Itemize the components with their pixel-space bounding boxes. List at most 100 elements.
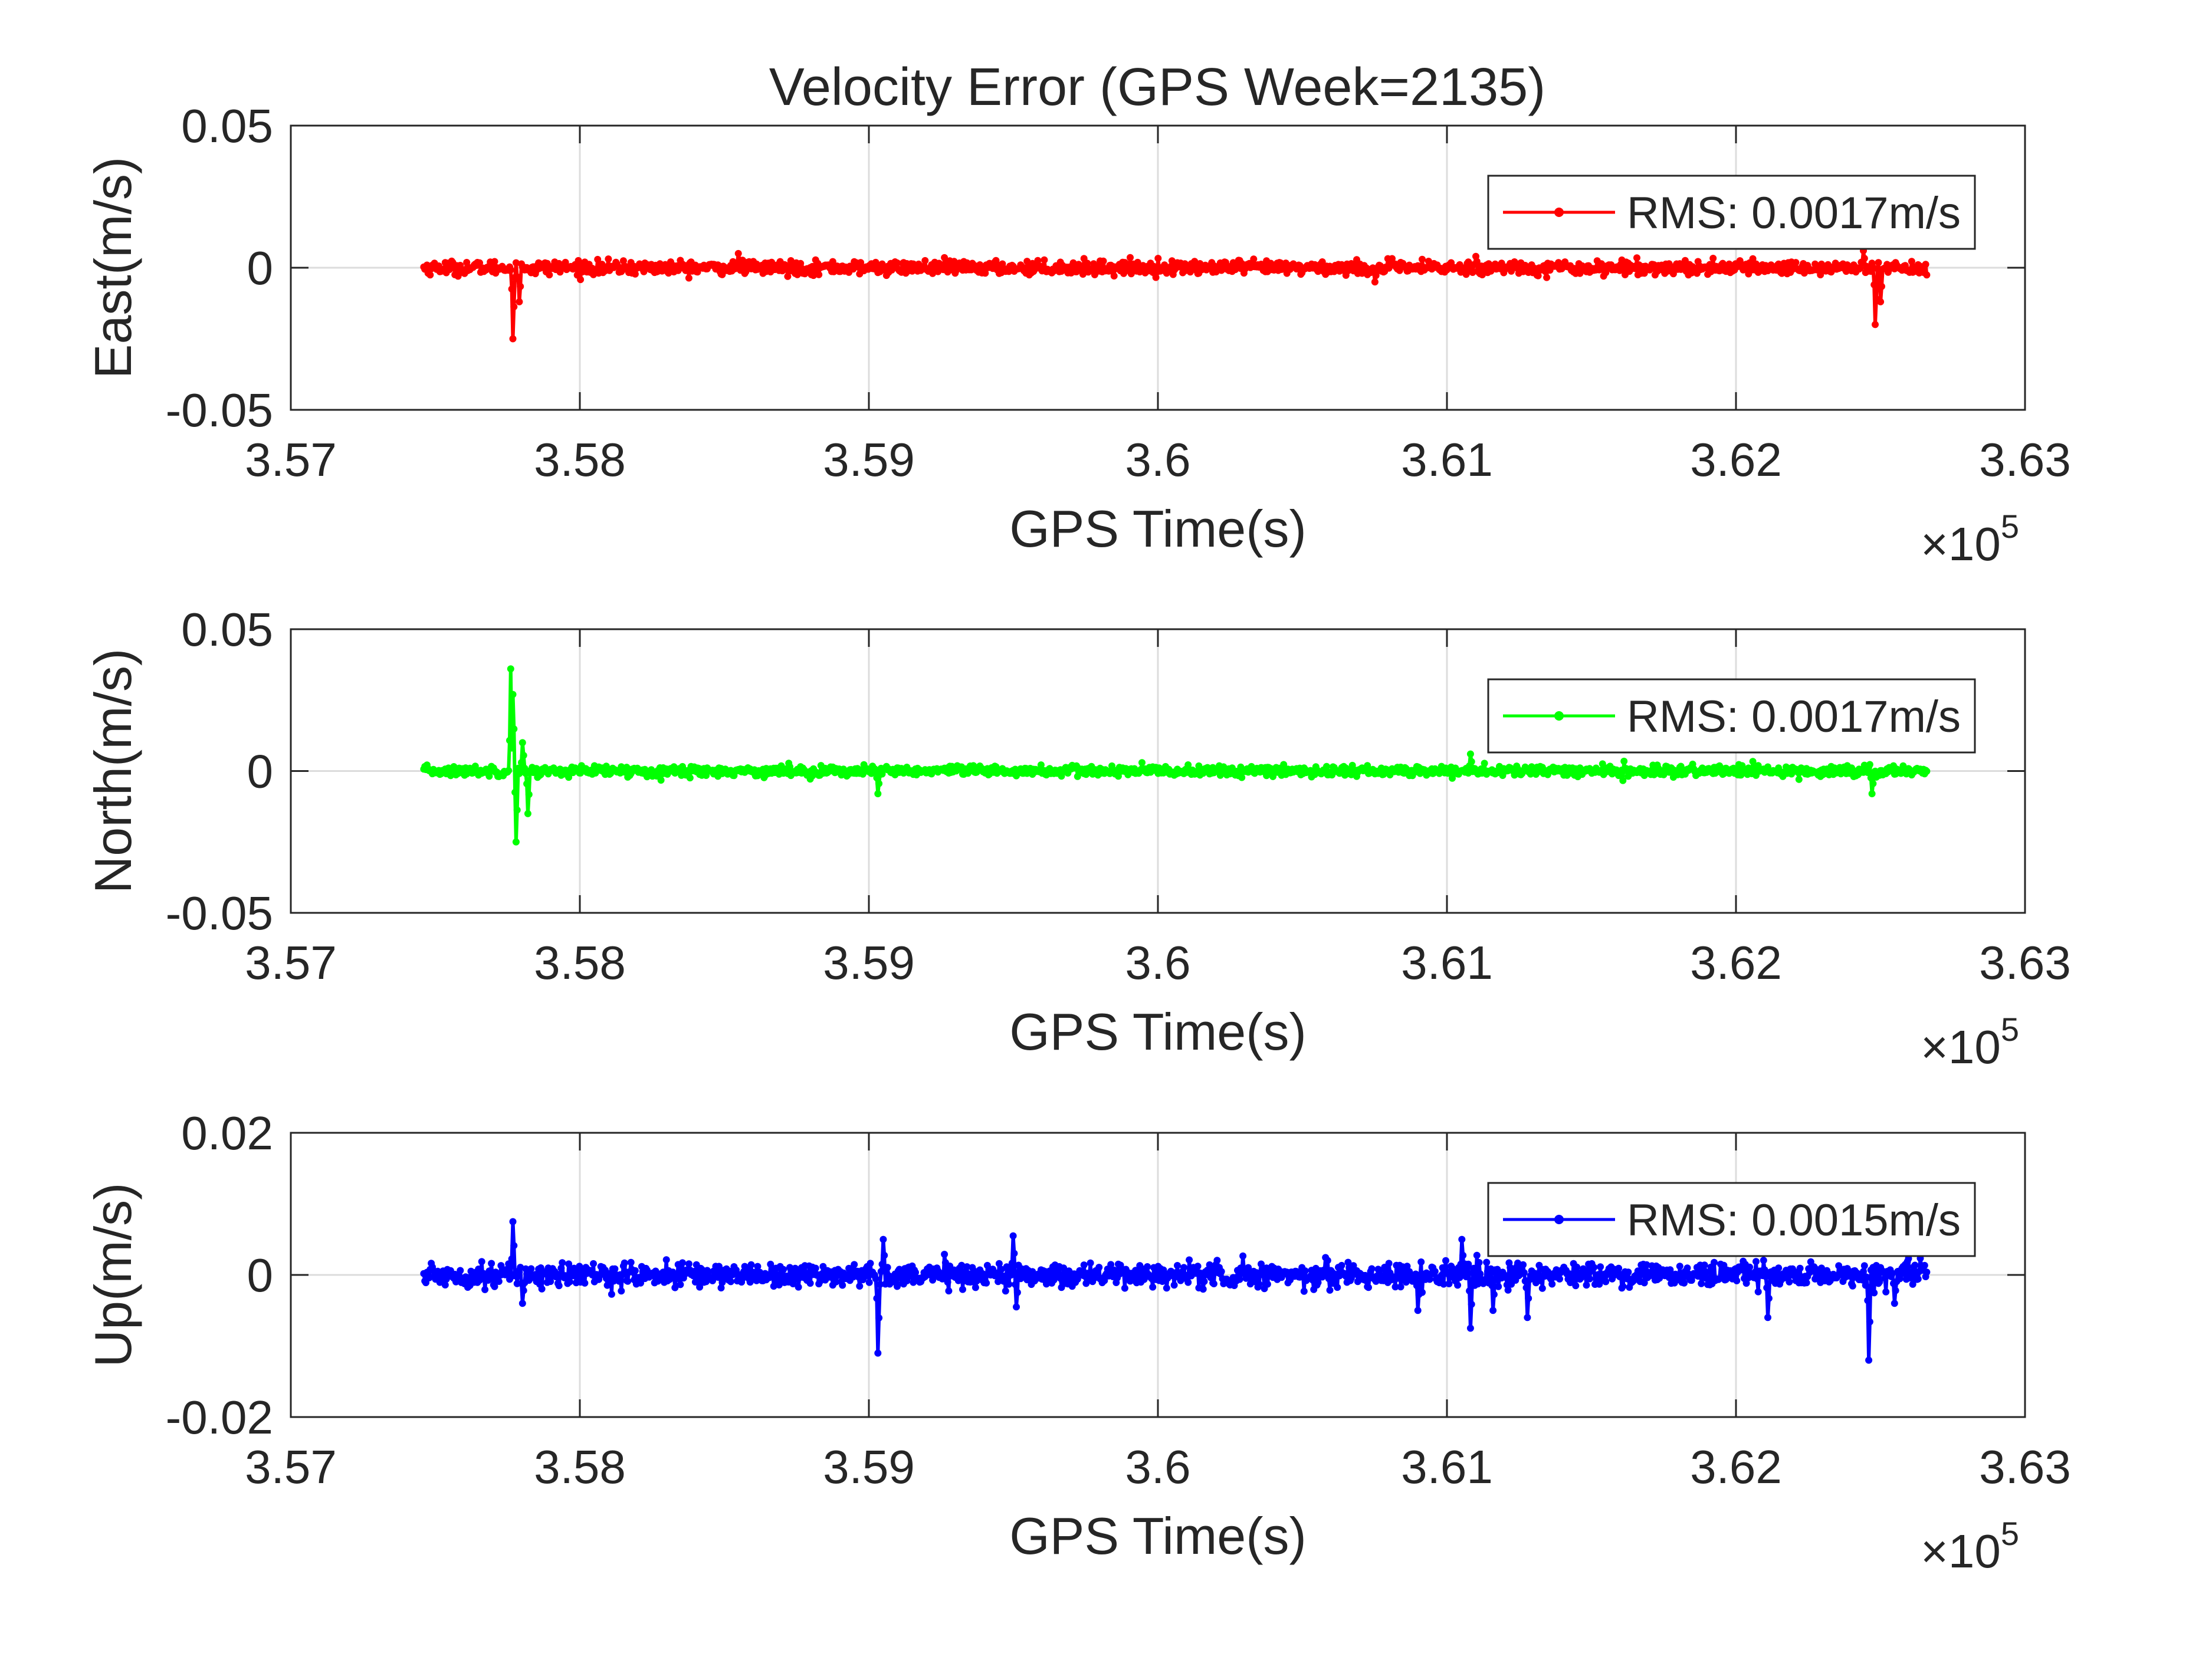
data-point (1385, 1260, 1393, 1267)
data-point (851, 1261, 858, 1268)
data-point (1749, 255, 1757, 262)
data-point (1522, 1284, 1530, 1291)
data-point (513, 806, 521, 814)
x-multiplier-exponent: 5 (2001, 1515, 2019, 1552)
data-point (903, 1277, 911, 1284)
data-point (1619, 1283, 1627, 1290)
data-point (1465, 1260, 1472, 1268)
data-point (929, 269, 937, 277)
x-tick-label: 3.58 (534, 1441, 626, 1493)
x-multiplier-base: ×10 (1921, 1525, 2001, 1577)
data-point (581, 1279, 589, 1287)
data-point (963, 259, 971, 267)
data-point (1005, 1280, 1013, 1288)
data-point (715, 1263, 723, 1270)
data-point (662, 1256, 670, 1264)
data-point (1860, 1268, 1867, 1276)
data-point (1643, 1261, 1650, 1268)
data-point (1698, 1280, 1705, 1287)
x-tick-label: 3.62 (1690, 1441, 1782, 1493)
y-tick-label: 0 (247, 242, 274, 294)
y-tick-label: -0.05 (166, 384, 273, 436)
data-point (1572, 1282, 1580, 1290)
data-point (1445, 1280, 1453, 1287)
data-point (1413, 1282, 1420, 1290)
data-point (1199, 1286, 1207, 1293)
data-point (1866, 761, 1873, 768)
y-tick-label: -0.05 (166, 887, 273, 939)
data-point (1082, 1280, 1090, 1287)
data-point (1152, 274, 1160, 281)
data-point (648, 766, 655, 774)
data-point (1391, 1283, 1399, 1291)
data-point (426, 271, 434, 279)
x-tick-label: 3.59 (823, 936, 915, 989)
data-point (1034, 257, 1042, 264)
data-point (1911, 1261, 1919, 1269)
data-point (795, 1283, 802, 1291)
data-point (631, 270, 639, 278)
data-point (1494, 1265, 1501, 1273)
data-point (1709, 255, 1717, 262)
data-point (1923, 1268, 1931, 1276)
data-point (518, 739, 526, 747)
data-point (485, 1267, 493, 1275)
data-point (1325, 1275, 1333, 1283)
data-point (1849, 1282, 1856, 1290)
data-point (1149, 1283, 1157, 1291)
data-point (1752, 1258, 1760, 1265)
data-point (1207, 1274, 1215, 1281)
data-point (1469, 269, 1476, 276)
data-point (958, 1261, 966, 1269)
data-point (505, 767, 513, 774)
data-point (954, 1277, 962, 1284)
data-point (1365, 1284, 1372, 1291)
data-point (1002, 1287, 1009, 1295)
data-point (1866, 1318, 1873, 1326)
data-point (872, 258, 879, 266)
data-point (1602, 1278, 1610, 1286)
data-point (1620, 757, 1628, 765)
series-markers (420, 665, 1931, 846)
data-point (1324, 1257, 1331, 1264)
data-point (511, 788, 519, 796)
data-point (1372, 1277, 1380, 1285)
data-point (631, 1267, 639, 1274)
data-point (1213, 1257, 1221, 1264)
data-point (941, 254, 949, 261)
x-tick-label: 3.57 (245, 433, 337, 486)
data-point (1473, 1251, 1481, 1259)
x-multiplier: ×105 (1921, 1011, 2019, 1073)
series-1 (420, 1218, 1931, 1364)
data-point (1795, 775, 1803, 783)
data-point (1417, 1258, 1425, 1265)
data-point (1323, 762, 1330, 770)
data-point (512, 838, 520, 846)
data-point (839, 1281, 846, 1289)
data-point (1174, 1262, 1181, 1269)
data-point (1442, 1257, 1449, 1264)
data-point (1891, 1300, 1898, 1307)
data-point (884, 1264, 891, 1271)
data-point (894, 259, 901, 267)
data-point (1466, 750, 1474, 758)
data-point (1239, 1252, 1247, 1260)
data-point (1525, 1294, 1532, 1302)
data-point (1037, 761, 1045, 769)
data-point (829, 258, 836, 265)
data-point (523, 780, 531, 788)
data-point (1238, 774, 1246, 781)
data-point (1792, 259, 1800, 267)
x-tick-label: 3.57 (245, 936, 337, 989)
data-point (1899, 762, 1907, 770)
data-point (876, 1281, 884, 1288)
data-point (1633, 254, 1640, 262)
data-point (1041, 256, 1048, 264)
data-point (488, 1260, 495, 1267)
data-point (1922, 261, 1929, 268)
x-tick-label: 3.6 (1125, 1441, 1190, 1493)
data-point (874, 790, 882, 797)
data-point (1867, 774, 1875, 781)
data-point (1419, 1288, 1426, 1296)
data-point (1009, 1232, 1017, 1240)
